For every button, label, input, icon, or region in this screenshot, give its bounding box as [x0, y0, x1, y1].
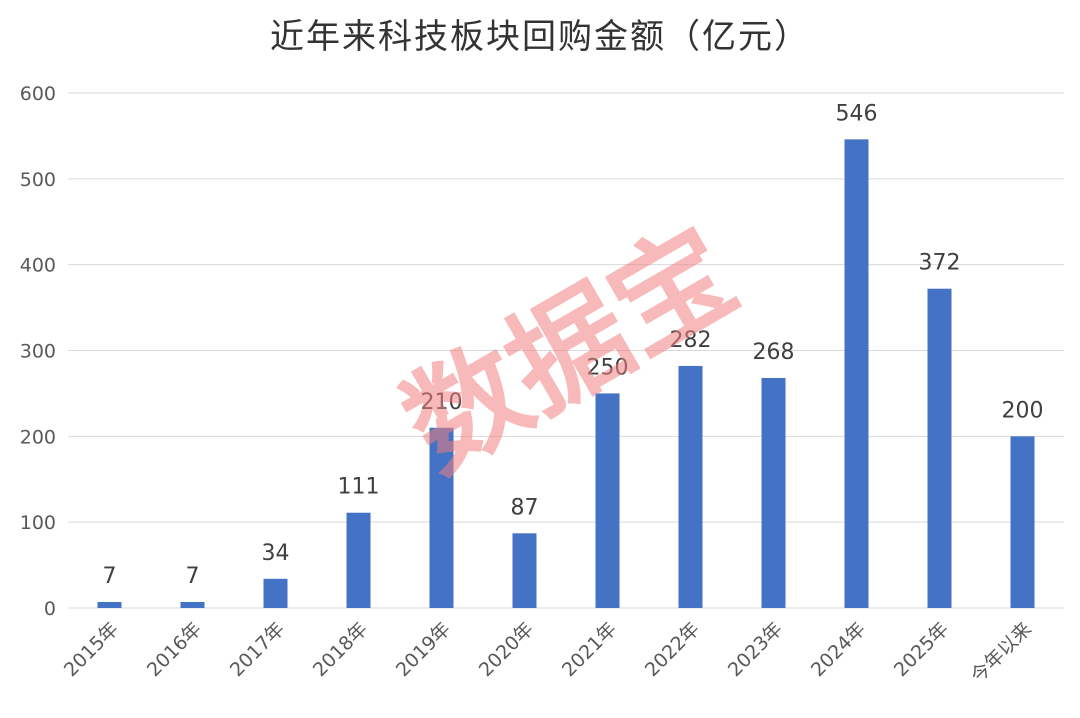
data-label: 268 [753, 340, 795, 365]
x-tick-label: 2018年 [309, 618, 372, 681]
data-label: 546 [836, 101, 878, 126]
bar [595, 393, 620, 608]
bar [346, 512, 371, 608]
y-tick-label: 200 [20, 426, 56, 448]
x-tick-label: 2022年 [641, 618, 704, 681]
chart-title: 近年来科技板块回购金额（亿元） [270, 17, 810, 57]
gridlines [68, 92, 1064, 609]
x-tick-label: 2016年 [143, 618, 206, 681]
bar [97, 601, 122, 608]
bar [263, 578, 288, 608]
data-label: 200 [1002, 398, 1044, 423]
data-label: 111 [338, 475, 380, 500]
y-axis: 0 100 200 300 400 500 600 [20, 83, 56, 620]
x-tick-label: 2024年 [807, 618, 870, 681]
bar [927, 288, 952, 608]
y-tick-label: 100 [20, 512, 56, 534]
bar [1010, 436, 1035, 608]
x-axis: 2015年 2016年 2017年 2018年 2019年 2020年 2021年 2022年… [60, 618, 1036, 687]
x-tick-label: 今年以来 [967, 618, 1036, 687]
x-tick-label: 2017年 [226, 618, 289, 681]
bar [761, 377, 786, 608]
bars [97, 139, 1035, 608]
bar [844, 139, 869, 608]
x-tick-label: 2025年 [890, 618, 953, 681]
x-tick-label: 2015年 [60, 618, 123, 681]
x-tick-label: 2020年 [475, 618, 538, 681]
data-label: 250 [587, 355, 629, 380]
x-tick-label: 2023年 [724, 618, 787, 681]
y-tick-label: 600 [20, 83, 56, 105]
bar [429, 427, 454, 608]
data-label: 7 [186, 564, 200, 589]
data-label: 7 [103, 564, 117, 589]
bar [180, 601, 205, 608]
bar [512, 533, 537, 608]
data-label: 87 [511, 495, 539, 520]
data-label: 372 [919, 251, 961, 276]
data-label: 34 [262, 541, 290, 566]
data-labels: 7 7 34 111 210 87 250 282 268 546 372 200 [103, 101, 1044, 589]
x-tick-label: 2021年 [558, 618, 621, 681]
y-tick-label: 400 [20, 255, 56, 277]
data-label: 282 [670, 328, 712, 353]
y-tick-label: 0 [44, 598, 56, 620]
y-tick-label: 500 [20, 169, 56, 191]
data-label: 210 [421, 390, 463, 415]
y-tick-label: 300 [20, 341, 56, 363]
bar [678, 365, 703, 608]
x-tick-label: 2019年 [392, 618, 455, 681]
